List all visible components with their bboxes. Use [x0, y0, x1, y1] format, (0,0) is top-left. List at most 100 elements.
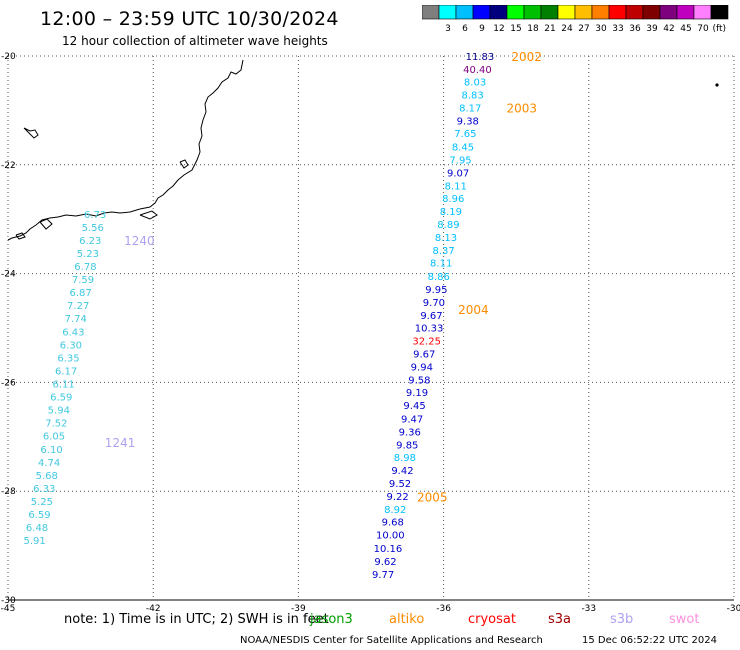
pass-number-label: 2004	[458, 303, 489, 317]
wave-height-value: 8.11	[445, 181, 467, 192]
wave-height-value: 7.95	[449, 155, 471, 166]
wave-height-value: 8.37	[432, 246, 454, 257]
wave-height-value: 8.03	[464, 78, 486, 89]
wave-height-value: 9.07	[447, 168, 469, 179]
pass-number-label: 2005	[417, 491, 448, 505]
wave-height-value: 8.83	[462, 91, 484, 102]
longitude-tick-label: -30	[727, 604, 740, 612]
wave-height-value: 7.52	[45, 419, 67, 430]
wave-height-value: 32.25	[412, 337, 441, 348]
colorbar-tick-label: 15	[510, 24, 521, 34]
longitude-tick-label: -33	[581, 604, 596, 612]
wave-height-value: 9.52	[389, 479, 411, 490]
colorbar-swatch	[710, 5, 729, 20]
pass-number-label: 1240	[124, 234, 155, 248]
colorbar-units: (ft)	[712, 24, 726, 34]
latitude-tick-label: -24	[1, 270, 16, 280]
wave-height-value: 9.38	[457, 117, 479, 128]
satellite-legend-cryosat: cryosat	[468, 612, 516, 627]
pass-number-label: 1241	[105, 436, 136, 450]
wave-height-value: 6.59	[50, 393, 72, 404]
coastline	[7, 59, 244, 241]
wave-height-value: 6.33	[33, 484, 55, 495]
wave-height-value: 9.70	[423, 298, 445, 309]
wave-height-value: 9.77	[372, 570, 394, 581]
wave-height-value: 7.74	[65, 314, 87, 325]
wave-height-value: 6.35	[57, 353, 79, 364]
colorbar-tick-label: 27	[578, 24, 589, 34]
wave-height-value: 9.67	[420, 311, 442, 322]
wave-height-value: 8.17	[459, 104, 481, 115]
wave-height-value: 6.59	[28, 510, 50, 521]
colorbar-tick-label: 70	[697, 24, 709, 34]
wave-height-value: 6.17	[55, 366, 77, 377]
wave-height-value: 9.67	[413, 350, 435, 361]
wave-height-value: 10.16	[374, 544, 403, 555]
island-outline	[139, 210, 158, 220]
page-subtitle: 12 hour collection of altimeter wave hei…	[62, 34, 328, 48]
wave-height-value: 10.00	[376, 531, 405, 542]
wave-height-value: 6.10	[40, 445, 62, 456]
wave-height-value: 6.78	[74, 262, 96, 273]
wave-height-value: 9.95	[425, 285, 447, 296]
wave-height-value: 9.45	[403, 401, 425, 412]
wave-height-value: 8.92	[384, 505, 406, 516]
wave-height-value: 9.85	[396, 440, 418, 451]
island-outline	[39, 218, 53, 230]
longitude-tick-label: -39	[291, 604, 306, 612]
island-outline	[15, 232, 26, 240]
wave-height-value: 5.68	[36, 471, 58, 482]
colorbar-tick-label: 9	[479, 24, 485, 34]
wave-height-value: 9.36	[399, 427, 421, 438]
wave-height-value: 9.58	[408, 376, 430, 387]
wave-height-value: 9.42	[391, 466, 413, 477]
wave-height-value: 6.30	[60, 340, 82, 351]
wave-height-value: 8.45	[452, 142, 474, 153]
latitude-tick-label: -28	[1, 487, 16, 497]
longitude-tick-label: -36	[436, 604, 451, 612]
longitude-tick-label: -42	[146, 604, 161, 612]
wave-height-value: 7.59	[72, 275, 94, 286]
wave-height-value: 4.74	[38, 458, 60, 469]
wave-height-value: 5.23	[77, 249, 99, 260]
colorbar-tick-label: 45	[680, 24, 691, 34]
colorbar-tick-label: 24	[561, 24, 573, 34]
wave-height-value: 9.47	[401, 414, 423, 425]
colorbar-tick-label: 6	[462, 24, 468, 34]
latitude-tick-label: -20	[1, 52, 16, 62]
wave-height-value: 11.83	[466, 52, 495, 63]
colorbar-tick-label: 30	[595, 24, 607, 34]
colorbar-tick-label: 12	[493, 24, 504, 34]
colorbar-tick-label: 21	[544, 24, 555, 34]
wave-height-value: 8.96	[442, 194, 464, 205]
wave-height-value: 40.40	[463, 65, 492, 76]
wave-height-colorbar: 3 6 9 12 15 18 21 24 27 30 33 36 39 42 45 70 (ft)	[422, 5, 729, 34]
longitude-tick-label: -45	[1, 604, 16, 612]
wave-height-map: -45 -42 -39 -36 -33 -30 -20 -22 -24 -26 -28 -30 6.73…	[1, 50, 740, 612]
generated-timestamp: 15 Dec 06:52:22 UTC 2024	[582, 635, 717, 646]
credit-line: NOAA/NESDIS Center for Satellite Applica…	[240, 635, 543, 646]
wave-height-value: 6.87	[69, 288, 91, 299]
wave-height-value: 6.43	[62, 327, 84, 338]
colorbar-tick-label: 39	[646, 24, 658, 34]
footer-note: note: 1) Time is in UTC; 2) SWH is in fe…	[64, 612, 329, 627]
island-outline	[179, 159, 189, 169]
satellite-legend-s3a: s3a	[548, 612, 572, 627]
wave-height-value: 8.98	[394, 453, 416, 464]
wave-height-value: 6.11	[53, 379, 75, 390]
wave-height-value: 7.27	[67, 301, 89, 312]
wave-height-value: 9.94	[411, 363, 433, 374]
wave-height-value: 8.11	[430, 259, 452, 270]
wave-height-value: 8.86	[428, 272, 450, 283]
wave-height-value: 8.19	[440, 207, 462, 218]
satellite-legend-altiko: altiko	[389, 612, 425, 627]
wave-height-value: 5.56	[82, 223, 104, 234]
wave-height-value: 8.13	[435, 233, 457, 244]
wave-height-value: 9.22	[386, 492, 408, 503]
satellite-legend-s3b: s3b	[610, 612, 634, 627]
island-dot	[715, 83, 719, 87]
satellite-legend-jason3: jason3	[310, 612, 353, 627]
wave-height-value: 6.48	[26, 523, 48, 534]
colorbar-tick-label: 3	[445, 24, 451, 34]
wave-height-value: 5.91	[23, 536, 45, 547]
